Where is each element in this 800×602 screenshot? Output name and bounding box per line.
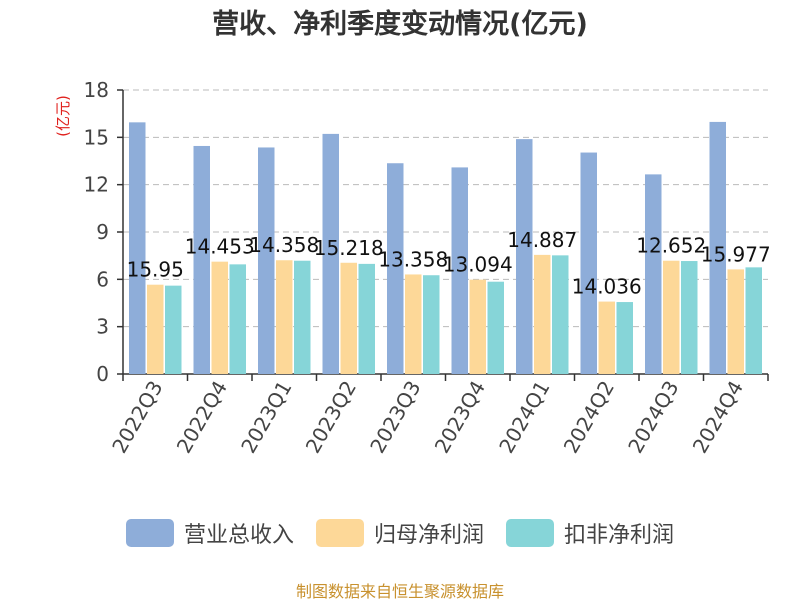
bar: [165, 285, 182, 374]
bar: [645, 174, 662, 374]
data-label: 14.453: [185, 235, 255, 259]
x-tick-label: 2024Q1: [494, 377, 554, 458]
bar: [229, 264, 246, 374]
bar: [534, 254, 551, 374]
x-tick-label: 2022Q3: [107, 377, 167, 458]
legend-label: 归母净利润: [373, 523, 484, 548]
bar: [580, 152, 597, 374]
x-tick-label: 2023Q2: [301, 377, 361, 458]
bar: [147, 284, 164, 374]
bar: [358, 263, 375, 374]
bar: [423, 275, 440, 374]
bar-layer: [129, 121, 762, 374]
y-tick-label: 0: [96, 362, 109, 386]
legend-label: 营业总收入: [183, 523, 294, 548]
x-tick-label: 2023Q4: [430, 377, 490, 458]
data-label: 15.95: [127, 258, 184, 282]
legend-item-revenue[interactable]: 营业总收入: [125, 517, 294, 549]
bar: [294, 260, 311, 374]
data-label: 15.218: [314, 236, 384, 260]
bar: [340, 262, 357, 374]
y-tick-label: 18: [84, 78, 109, 102]
data-label-layer: 15.9514.45314.35815.21813.35813.09414.88…: [127, 228, 771, 299]
bar: [211, 261, 228, 374]
data-label: 13.358: [378, 247, 448, 271]
bar: [552, 255, 569, 374]
x-tick-label: 2022Q4: [172, 377, 232, 458]
data-label: 14.358: [249, 233, 319, 257]
bar: [487, 281, 504, 374]
x-tick-label: 2024Q3: [623, 377, 683, 458]
y-tick-label: 6: [96, 267, 109, 291]
x-tick-label: 2024Q2: [559, 377, 619, 458]
bar: [681, 261, 698, 374]
bar: [516, 139, 533, 374]
y-tick-label: 15: [84, 125, 109, 149]
source-footer: 制图数据来自恒生聚源数据库: [295, 582, 504, 601]
y-tick-label: 12: [84, 173, 109, 197]
bar: [663, 260, 680, 374]
bar: [745, 267, 762, 374]
data-label: 14.036: [572, 275, 642, 299]
chart-title: 营收、净利季度变动情况(亿元): [212, 9, 588, 40]
legend-swatch: [506, 519, 554, 547]
y-tick-label: 9: [96, 220, 109, 244]
bar: [387, 163, 404, 374]
bar: [451, 167, 468, 374]
legend-item-deducted-net-profit[interactable]: 扣非净利润: [506, 517, 674, 549]
y-axis-label: (亿元): [54, 95, 72, 137]
legend-swatch: [315, 519, 364, 547]
bar: [616, 302, 633, 374]
x-tick-label: 2024Q4: [688, 377, 748, 458]
data-label: 12.652: [636, 234, 706, 258]
legend: 营业总收入 归母净利润 扣非净利润: [0, 517, 800, 549]
x-tick-label: 2023Q3: [365, 377, 425, 458]
bar: [469, 279, 486, 374]
bar: [727, 269, 744, 374]
data-label: 14.887: [507, 228, 577, 252]
bar: [276, 260, 293, 374]
grid-layer: [123, 89, 768, 328]
data-label: 15.977: [701, 242, 771, 266]
bar: [709, 121, 726, 374]
legend-label: 扣非净利润: [564, 523, 675, 548]
x-tick-label: 2023Q1: [236, 377, 296, 458]
bar: [322, 133, 339, 374]
bar: [258, 147, 275, 374]
bar: [193, 145, 210, 374]
bar: [129, 122, 146, 374]
data-label: 13.094: [443, 253, 513, 277]
legend-item-net-profit[interactable]: 归母净利润: [315, 517, 484, 549]
bar: [598, 301, 615, 374]
bar: [405, 274, 422, 374]
legend-swatch: [125, 519, 174, 547]
y-tick-label: 3: [96, 315, 109, 339]
